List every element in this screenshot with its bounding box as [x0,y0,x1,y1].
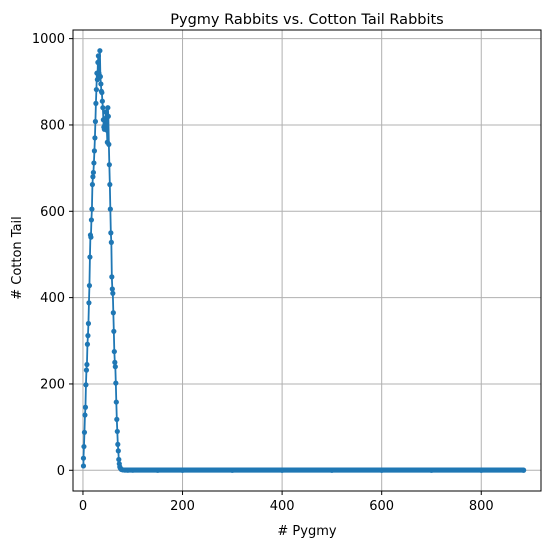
data-point [83,367,90,373]
data-point [90,174,96,180]
data-point [108,230,114,236]
data-point [95,59,101,65]
data-point [86,300,92,306]
data-point [114,428,120,435]
data-point [81,429,88,435]
data-point [110,290,116,296]
series-line [82,49,524,472]
data-point [93,100,99,106]
plot-frame [72,29,542,492]
data-point [92,135,98,141]
data-point [109,286,115,292]
data-point [100,105,106,111]
x-tick-label: 0 [79,499,87,514]
y-tick-label: 0 [57,464,65,479]
chart-title: Pygmy Rabbits vs. Cotton Tail Rabbits [170,12,444,28]
data-point [89,181,96,188]
y-tick-label: 800 [40,118,65,133]
data-point [88,217,95,223]
data-point [114,416,120,422]
data-point [85,320,92,327]
data-point [98,81,104,87]
data-point [104,127,110,133]
x-tick-label: 400 [270,499,295,514]
data-point [97,74,103,80]
x-tick-label: 800 [469,499,494,514]
data-point [108,239,114,245]
data-point [110,310,116,316]
grid [73,30,541,491]
data-point [90,169,97,176]
data-point [87,254,93,260]
data-series [80,48,527,473]
data-point [83,382,89,388]
x-axis-label: # Pygmy [277,524,336,539]
x-tick-label: 600 [369,499,394,514]
data-point [80,463,87,469]
data-point [80,455,87,461]
y-tick-label: 1000 [32,32,65,47]
data-point [106,141,112,147]
data-point [95,53,101,59]
data-point [111,348,117,355]
data-point [92,118,98,125]
y-tick-label: 400 [40,291,65,306]
data-point [111,328,117,334]
data-point [113,380,119,386]
data-point [99,89,105,96]
data-point [112,359,118,365]
data-point [99,98,105,104]
data-point [93,86,99,93]
data-point [84,361,90,368]
data-point [84,341,91,347]
data-point [81,443,87,450]
data-point [103,109,109,115]
data-point [97,48,103,54]
data-point [116,456,122,463]
data-point [105,105,111,111]
data-point [85,333,91,339]
data-point [105,113,111,119]
data-point [91,148,98,154]
x-tick-label: 200 [170,499,195,514]
y-tick-label: 600 [40,205,65,220]
data-point [107,206,113,212]
y-tick-label: 200 [40,377,65,392]
data-point [109,274,115,280]
data-point [91,160,97,166]
data-point [88,234,94,240]
data-point [106,162,112,168]
data-point [86,282,93,289]
data-point [82,412,88,418]
data-point [112,364,118,370]
data-point [113,399,119,405]
data-point [107,181,113,188]
data-point [82,404,89,410]
y-axis-label: # Cotton Tail [10,216,25,300]
axes: 0 200 400 600 800 0 200 400 600 800 1000 [32,29,542,514]
data-point [115,441,121,447]
data-point [89,206,95,212]
data-point [115,448,121,454]
